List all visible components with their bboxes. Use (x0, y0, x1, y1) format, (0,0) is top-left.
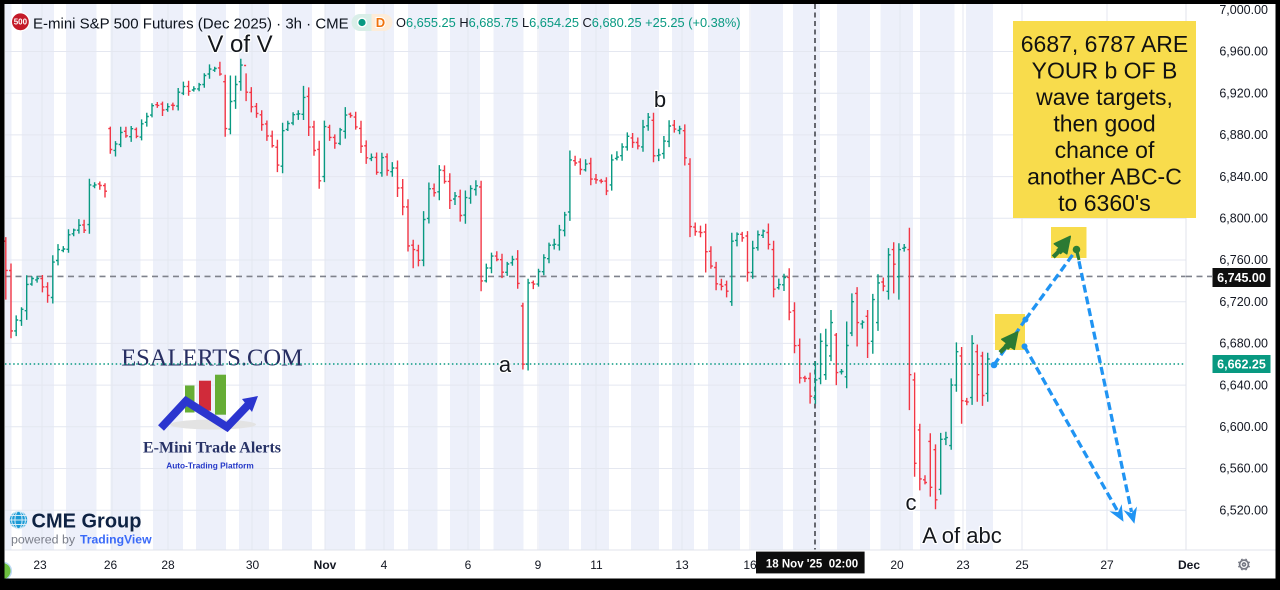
svg-text:6,960.00: 6,960.00 (1219, 45, 1268, 59)
svg-text:A of abc: A of abc (922, 523, 1002, 548)
svg-text:23: 23 (956, 558, 970, 572)
svg-text:ESALERTS.COM: ESALERTS.COM (121, 345, 303, 372)
svg-text:then good: then good (1053, 111, 1155, 137)
svg-text:E-mini S&P 500 Futures (Dec 20: E-mini S&P 500 Futures (Dec 2025) · 3h ·… (33, 15, 349, 32)
svg-text:6,880.00: 6,880.00 (1219, 128, 1268, 142)
svg-text:a: a (499, 352, 512, 377)
svg-text:6,800.00: 6,800.00 (1219, 212, 1268, 226)
svg-text:6,560.00: 6,560.00 (1219, 462, 1268, 476)
svg-text:6687, 6787 ARE: 6687, 6787 ARE (1021, 31, 1189, 57)
svg-text:powered by: powered by (11, 533, 76, 547)
svg-text:16: 16 (743, 558, 757, 572)
svg-text:6,520.00: 6,520.00 (1219, 503, 1268, 517)
svg-text:wave targets,: wave targets, (1035, 84, 1173, 110)
svg-text:7,000.00: 7,000.00 (1219, 3, 1268, 17)
svg-text:to 6360's: to 6360's (1058, 190, 1151, 216)
svg-text:11: 11 (590, 558, 603, 572)
svg-text:TradingView: TradingView (80, 533, 152, 547)
svg-text:500: 500 (14, 18, 28, 27)
svg-text:6: 6 (465, 558, 472, 572)
svg-text:Auto-Trading Platform: Auto-Trading Platform (166, 461, 254, 471)
svg-text:E-Mini Trade Alerts: E-Mini Trade Alerts (143, 440, 281, 457)
svg-text:20: 20 (890, 558, 904, 572)
svg-text:c: c (906, 490, 917, 515)
svg-text:6,720.00: 6,720.00 (1219, 295, 1268, 309)
svg-text:Nov: Nov (314, 558, 337, 572)
svg-text:6,745.00: 6,745.00 (1217, 271, 1266, 285)
svg-text:6,920.00: 6,920.00 (1219, 86, 1268, 100)
svg-text:23: 23 (33, 558, 47, 572)
svg-text:another ABC-C: another ABC-C (1027, 164, 1182, 190)
svg-text:6,680.00: 6,680.00 (1219, 337, 1268, 351)
svg-text:6,640.00: 6,640.00 (1219, 378, 1268, 392)
svg-text:6,760.00: 6,760.00 (1219, 253, 1268, 267)
svg-text:18 Nov '25 02:00: 18 Nov '25 02:00 (766, 559, 858, 571)
svg-text:6,662.25: 6,662.25 (1217, 358, 1266, 372)
svg-text:Dec: Dec (1178, 558, 1200, 572)
svg-text:30: 30 (246, 558, 260, 572)
svg-text:4: 4 (381, 558, 388, 572)
svg-text:28: 28 (161, 558, 175, 572)
svg-text:CME Group: CME Group (32, 511, 142, 533)
svg-text:27: 27 (1100, 558, 1114, 572)
svg-text:O6,655.25 H6,685.75 L6,654.25: O6,655.25 H6,685.75 L6,654.25 C6,680.25 … (396, 15, 741, 30)
svg-text:25: 25 (1015, 558, 1029, 572)
svg-text:9: 9 (535, 558, 542, 572)
svg-text:b: b (654, 87, 666, 112)
svg-text:V of V: V of V (207, 31, 272, 58)
svg-text:chance of: chance of (1055, 137, 1155, 163)
svg-text:D: D (376, 15, 385, 30)
svg-text:13: 13 (675, 558, 689, 572)
svg-text:6,840.00: 6,840.00 (1219, 170, 1268, 184)
svg-text:26: 26 (104, 558, 118, 572)
svg-text:YOUR b OF B: YOUR b OF B (1032, 58, 1178, 84)
svg-text:6,600.00: 6,600.00 (1219, 420, 1268, 434)
